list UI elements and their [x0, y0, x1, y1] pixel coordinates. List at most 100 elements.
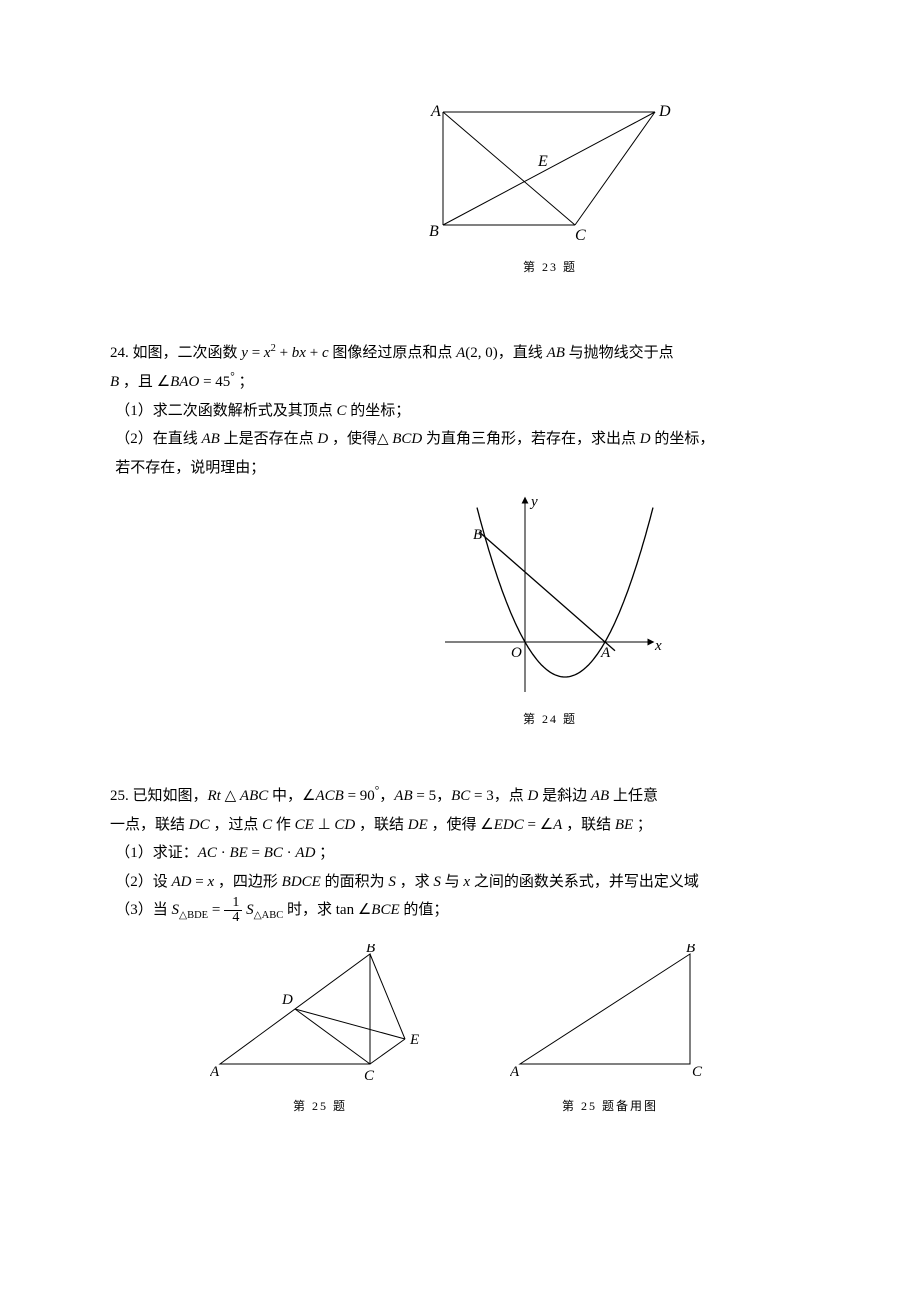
p25-AB2: AB: [591, 788, 609, 804]
p24-t3: ，直线: [498, 345, 547, 361]
p25-s2eqx: =: [192, 874, 208, 890]
figure-25b-svg: A C B: [510, 944, 710, 1089]
p25-l2a: 一点，联结: [110, 817, 189, 833]
p25-c2: ，: [436, 788, 451, 804]
p24-s2BCD: BCD: [389, 431, 423, 447]
p24-bx: bx: [292, 345, 306, 361]
p25-c1: ，: [379, 788, 394, 804]
fig23-label-D: D: [658, 103, 671, 120]
problem-24: 24. 如图，二次函数 y = x2 + bx + c 图像经过原点和点 A(2…: [110, 339, 810, 483]
frac-num: 1: [224, 896, 242, 911]
figure-25b: A C B 第 25 题备用图: [510, 944, 710, 1118]
p24-line1: 24. 如图，二次函数 y = x2 + bx + c 图像经过原点和点 A(2…: [110, 339, 810, 368]
p25-t2: 中，: [268, 788, 302, 804]
p25-s3ang: ∠: [354, 902, 371, 918]
p24-s2b: 上是否存在点: [220, 431, 318, 447]
p24-Acoords: (2, 0): [465, 345, 498, 361]
p25-l2g: ；: [633, 817, 652, 833]
p25-s2d: ，求: [396, 874, 434, 890]
p25-BC: BC: [451, 788, 470, 804]
p25-s3s1sub: △BDE: [179, 910, 208, 921]
p25-ABC: ABC: [240, 788, 268, 804]
p25-line1: 25. 已知如图，Rt △ ABC 中，∠ACB = 90°，AB = 5，BC…: [110, 781, 810, 811]
p24-x: x: [264, 345, 271, 361]
p25-s3S1: S: [172, 902, 180, 918]
figure-23-caption: 第 23 题: [420, 256, 680, 279]
p25-ang3: ∠: [540, 817, 553, 833]
p24-sub1: （1）求二次函数解析式及其顶点 C 的坐标；: [110, 397, 810, 426]
p25-s3BCE: BCE: [371, 902, 399, 918]
p25-sub3: （3）当 S△BDE = 14 S△ABC 时，求 tan ∠BCE 的值；: [110, 896, 810, 926]
p25-num: 25.: [110, 788, 129, 804]
p25-s2S: S: [388, 874, 396, 890]
p25-s1a: （1）求证：: [115, 845, 198, 861]
figure-25b-caption: 第 25 题备用图: [510, 1095, 710, 1118]
p24-num: 24.: [110, 345, 129, 361]
fig25a-A: A: [210, 1064, 220, 1080]
p25-s1AD: AD: [295, 845, 315, 861]
p25-eq5: = 5: [413, 788, 436, 804]
fig25b-A: A: [510, 1064, 520, 1080]
p25-s2f: 之间的函数关系式，并写出定义域: [470, 874, 699, 890]
fig24-label-B: B: [473, 527, 482, 543]
fig25a-D: D: [281, 992, 293, 1008]
p25-s1d1: ·: [217, 845, 230, 861]
p25-tri: △: [221, 788, 240, 804]
p25-s2a: （2）设: [115, 874, 171, 890]
p25-eqang: =: [524, 817, 540, 833]
p25-C: C: [262, 817, 272, 833]
fig23-label-C: C: [575, 227, 586, 244]
p25-t3: ，点: [494, 788, 528, 804]
p25-s2AD: AD: [172, 874, 192, 890]
p24-A: A: [456, 345, 465, 361]
p25-sub2: （2）设 AD = x ，四边形 BDCE 的面积为 S ，求 S 与 x 之间…: [110, 868, 810, 897]
p25-perp: ⊥: [314, 817, 335, 833]
p24-eq: =: [248, 345, 264, 361]
p24-ang: ∠: [157, 374, 170, 390]
p25-AB: AB: [394, 788, 412, 804]
p25-t4: 是斜边: [538, 788, 591, 804]
p25-ang2: ∠: [480, 817, 493, 833]
p25-l2e: ，使得: [428, 817, 481, 833]
p24-s2d: 为直角三角形，若存在，求出点: [422, 431, 640, 447]
p25-s3S2: S: [246, 902, 254, 918]
p24-t2: 图像经过原点和点: [329, 345, 457, 361]
figure-24-svg: O A B x y: [435, 492, 665, 702]
p24-BAO: BAO: [170, 374, 199, 390]
p25-DE: DE: [408, 817, 428, 833]
fig25b-C: C: [692, 1064, 703, 1080]
p25-sub1: （1）求证：AC · BE = BC · AD ；: [110, 839, 810, 868]
p25-s2BDCE: BDCE: [282, 874, 321, 890]
fig24-label-O: O: [511, 645, 522, 661]
p25-s2c: 的面积为: [321, 874, 389, 890]
figure-24: O A B x y 第 24 题: [420, 492, 680, 731]
p24-AB: AB: [547, 345, 565, 361]
figure-25-row: A C B D E 第 25 题 A C B 第 25 题备用图: [110, 944, 810, 1118]
p25-EDC: EDC: [494, 817, 524, 833]
p25-eq3: = 3: [470, 788, 493, 804]
p25-s1end: ；: [315, 845, 334, 861]
p24-t4: 与抛物线交于点: [565, 345, 674, 361]
p24-s2D2: D: [640, 431, 651, 447]
p25-CE: CE: [295, 817, 314, 833]
p25-s3s2sub: △ABC: [254, 910, 284, 921]
p25-A: A: [553, 817, 562, 833]
p25-s3eq: =: [208, 902, 224, 918]
p24-s1C: C: [337, 403, 347, 419]
p24-sub2b: 若不存在，说明理由；: [110, 454, 810, 483]
p24-y: y: [241, 345, 248, 361]
p24-end: ；: [235, 374, 254, 390]
fig25a-C: C: [364, 1068, 375, 1084]
fig25a-E: E: [409, 1032, 419, 1048]
fig23-label-E: E: [537, 153, 548, 170]
p25-D: D: [528, 788, 539, 804]
p25-eq90: = 90: [344, 788, 375, 804]
figure-25a-svg: A C B D E: [210, 944, 430, 1089]
p25-rt: Rt: [208, 788, 221, 804]
p24-s1b: 的坐标；: [347, 403, 411, 419]
p25-s3tan: tan: [336, 902, 354, 918]
p24-s2D: D: [317, 431, 328, 447]
fig25b-B: B: [686, 944, 695, 956]
p25-s1d2: ·: [283, 845, 296, 861]
p25-s2b: ，四边形: [214, 874, 282, 890]
